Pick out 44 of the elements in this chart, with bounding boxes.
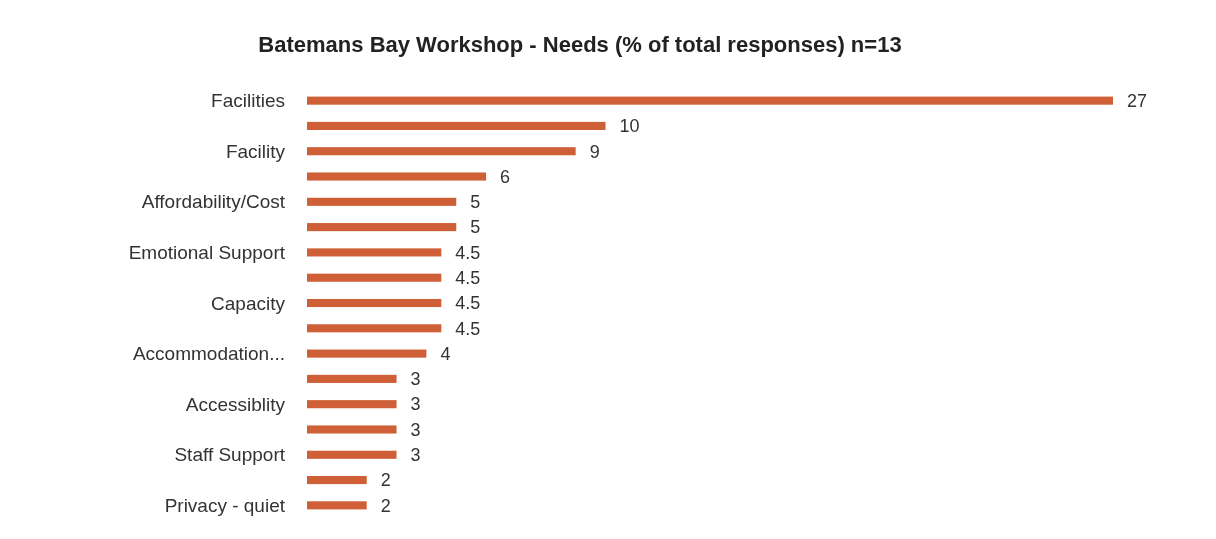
data-label: 27	[1127, 90, 1148, 111]
y-tick-label: Capacity	[211, 292, 286, 314]
y-tick-label: Facility	[225, 140, 286, 162]
y-tick-label: Facilities	[211, 90, 285, 112]
bar	[307, 197, 457, 206]
bar	[307, 172, 487, 181]
bar	[307, 298, 442, 308]
bar	[307, 476, 367, 485]
data-label: 3	[410, 369, 421, 390]
bar	[307, 425, 397, 434]
data-label: 2	[380, 470, 391, 491]
data-label: 10	[619, 116, 640, 137]
data-label: 4.5	[455, 242, 481, 263]
data-label: 4	[440, 343, 451, 364]
bar	[307, 400, 397, 409]
data-label: 3	[410, 445, 421, 466]
bar	[307, 273, 442, 282]
y-tick-label: Accommodation...	[132, 343, 285, 365]
bar	[307, 147, 576, 156]
data-label: 4.5	[455, 293, 481, 314]
data-label: 2	[380, 495, 391, 516]
data-label: 3	[410, 419, 421, 440]
y-tick-label: Emotional Support	[128, 242, 286, 264]
bar	[307, 121, 606, 130]
data-label: 5	[470, 192, 481, 213]
bar	[307, 349, 427, 358]
data-label: 3	[410, 394, 421, 415]
y-tick-label: Staff Support	[174, 444, 286, 466]
bar	[307, 501, 367, 510]
y-tick-label: Privacy - quiet	[164, 495, 286, 516]
bar	[307, 96, 1113, 105]
bar	[307, 248, 442, 257]
data-label: 9	[589, 141, 600, 162]
data-label: 4.5	[455, 268, 481, 289]
data-label: 5	[470, 217, 481, 238]
bar	[307, 324, 442, 333]
data-label: 6	[500, 166, 511, 187]
y-tick-label: Affordability/Cost	[141, 191, 286, 213]
bar	[307, 374, 397, 383]
bar	[307, 223, 457, 232]
y-tick-label: Accessiblity	[185, 393, 286, 415]
bar	[307, 450, 397, 459]
chart-title: Batemans Bay Workshop - Needs (% of total responses) n=13	[258, 32, 902, 57]
data-label: 4.5	[455, 318, 481, 339]
